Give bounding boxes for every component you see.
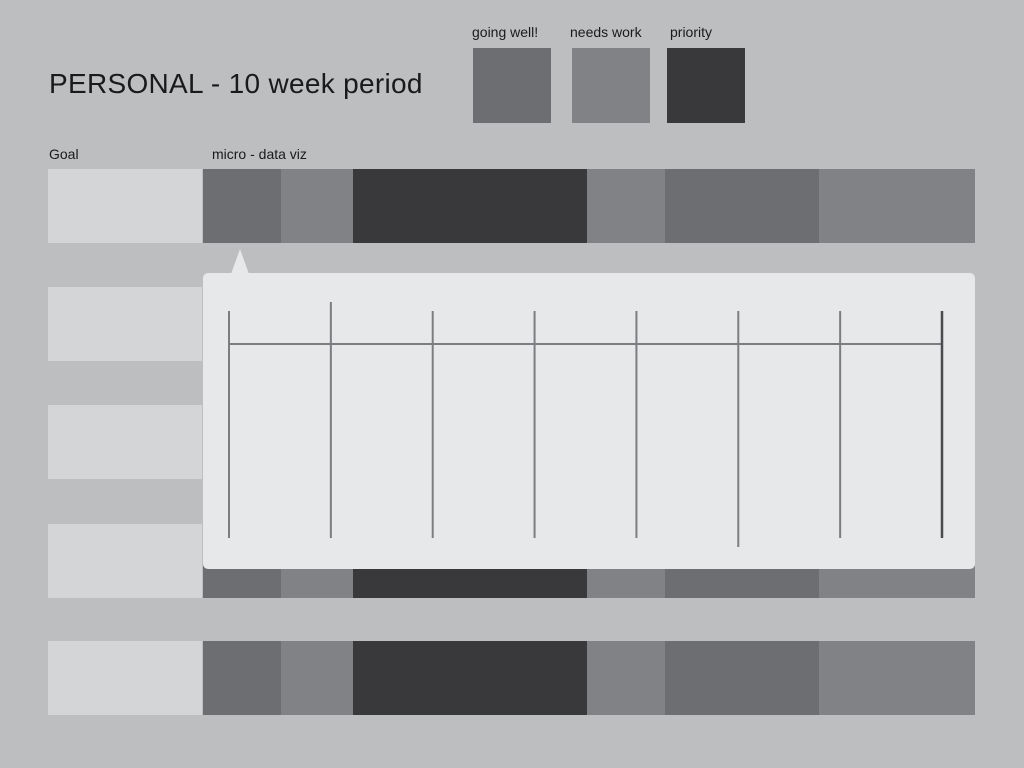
goal-cell[interactable]: [48, 287, 202, 361]
goal-cell[interactable]: [48, 405, 202, 479]
bar-segment[interactable]: [281, 641, 353, 715]
bar-segment[interactable]: [203, 169, 281, 243]
legend-swatch: [572, 48, 650, 123]
goal-cell[interactable]: [48, 524, 202, 598]
bar-segment[interactable]: [281, 169, 353, 243]
goal-column-header: Goal: [49, 146, 79, 162]
bar-segment[interactable]: [819, 641, 975, 715]
page-title: PERSONAL - 10 week period: [49, 68, 423, 99]
goal-cell[interactable]: [48, 169, 202, 243]
bar-segment[interactable]: [665, 641, 819, 715]
bar-segment[interactable]: [819, 169, 975, 243]
bar-segment[interactable]: [353, 169, 587, 243]
legend-swatch: [667, 48, 745, 123]
timeline-chart: [228, 302, 944, 547]
bar-segment[interactable]: [587, 169, 665, 243]
goal-cell[interactable]: [48, 641, 202, 715]
bar-segment[interactable]: [203, 641, 281, 715]
legend-label: needs work: [570, 24, 642, 40]
micro-data-viz-bar[interactable]: [203, 641, 975, 715]
bar-segment[interactable]: [587, 641, 665, 715]
legend-label: priority: [670, 24, 713, 40]
detail-popover: [203, 273, 975, 569]
micro-data-viz-bar[interactable]: [203, 169, 975, 243]
legend-label: going well!: [472, 24, 539, 40]
bar-segment[interactable]: [665, 169, 819, 243]
legend-swatch: [473, 48, 551, 123]
popover-pointer: [231, 249, 249, 274]
viz-column-header: micro - data viz: [212, 146, 307, 162]
bar-segment[interactable]: [353, 641, 587, 715]
